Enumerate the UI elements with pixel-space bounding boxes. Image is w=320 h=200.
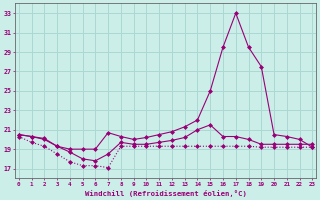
X-axis label: Windchill (Refroidissement éolien,°C): Windchill (Refroidissement éolien,°C) (84, 190, 246, 197)
